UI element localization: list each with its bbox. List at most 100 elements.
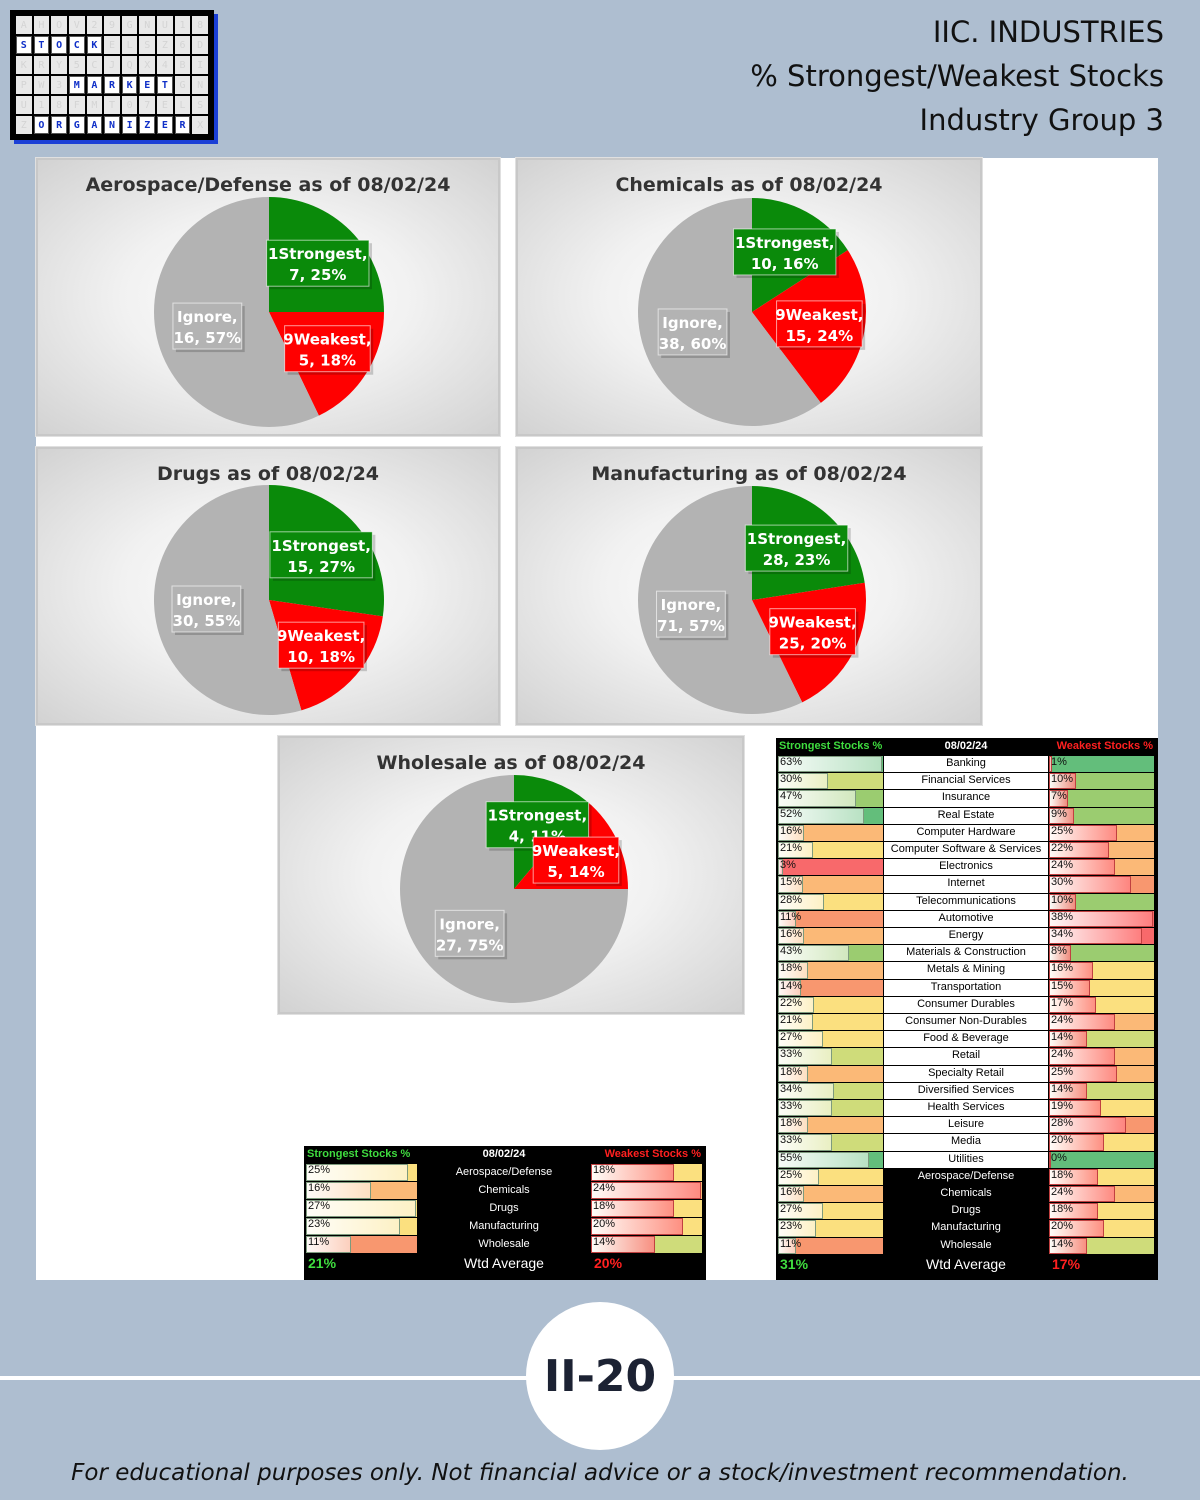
- strongest-bar: [778, 1065, 808, 1082]
- strongest-cell: 33%: [778, 1048, 883, 1065]
- strongest-value: 18%: [780, 1117, 803, 1130]
- industry-name: Consumer Non-Durables: [884, 1014, 1048, 1031]
- strongest-cell: 25%: [778, 1168, 883, 1185]
- pie-data-label: 1Strongest, 10, 16%: [733, 228, 839, 278]
- industry-name: Manufacturing: [884, 1220, 1048, 1237]
- table-row: 63% Banking 1%: [777, 755, 1157, 773]
- strongest-cell: 11%: [306, 1236, 417, 1253]
- logo-filler-letter: 8: [192, 16, 208, 34]
- strongest-bar: [778, 824, 805, 841]
- industry-name: Automotive: [884, 910, 1048, 927]
- weakest-cell: 17%: [1049, 996, 1154, 1013]
- strongest-value: 11%: [780, 910, 802, 923]
- strongest-cell: 52%: [778, 807, 883, 824]
- strongest-bar: [778, 1048, 833, 1065]
- logo-letter: Z: [139, 116, 156, 134]
- industry-name: Health Services: [884, 1100, 1048, 1117]
- weakest-value: 20%: [593, 1218, 616, 1230]
- weakest-cell: 1%: [1049, 756, 1154, 773]
- strongest-value: 34%: [780, 1082, 803, 1095]
- pie-data-label: 9Weakest, 5, 18%: [283, 325, 374, 375]
- weakest-cell: 24%: [1049, 1186, 1154, 1203]
- strongest-value: 16%: [308, 1182, 331, 1194]
- weakest-bar: [1049, 1220, 1104, 1237]
- weakest-cell: 10%: [1049, 773, 1154, 790]
- pie-label-text: 1Strongest,: [747, 530, 847, 548]
- logo-filler-letter: V: [68, 16, 85, 34]
- weakest-value: 18%: [593, 1164, 616, 1176]
- weakest-bar: [1049, 859, 1115, 876]
- weakest-cell: 18%: [1049, 1168, 1154, 1185]
- strongest-value: 27%: [780, 1031, 803, 1044]
- weakest-value: 14%: [1051, 1082, 1074, 1095]
- strongest-bar: [778, 893, 825, 910]
- strongest-cell: 16%: [778, 1186, 883, 1203]
- industry-name: Financial Services: [884, 773, 1048, 790]
- logo-filler-letter: E: [104, 36, 120, 54]
- logo-filler-letter: U: [157, 16, 173, 34]
- table-row: 18% Specialty Retail 25%: [777, 1065, 1157, 1082]
- pie-label-text: 5, 18%: [299, 352, 356, 370]
- logo-letter: R: [174, 116, 191, 134]
- pie-data-label: 9Weakest, 25, 20%: [768, 608, 859, 658]
- strongest-value: 25%: [780, 1168, 803, 1181]
- weakest-cell: 25%: [1049, 824, 1154, 841]
- pie-chart-wholesale: 1Strongest,4, 11%9Weakest,5, 14%Ignore,2…: [278, 736, 744, 1014]
- strongest-value: 63%: [780, 756, 803, 768]
- pie-label-text: 16, 57%: [173, 329, 241, 347]
- strongest-bar: [778, 842, 813, 859]
- weakest-bar: [591, 1182, 701, 1199]
- weakest-value: 10%: [1051, 893, 1074, 906]
- pie-data-label: 1Strongest, 15, 27%: [269, 531, 376, 581]
- weakest-cell: 14%: [591, 1236, 702, 1253]
- table-row: 23% Manufacturing 20%: [305, 1217, 705, 1235]
- strongest-value: 14%: [780, 979, 803, 992]
- header-weakest: Weakest Stocks %: [1056, 740, 1153, 752]
- strongest-bar: [778, 1100, 833, 1117]
- page-header: IIC. INDUSTRIES % Strongest/Weakest Stoc…: [750, 10, 1164, 142]
- weakest-value: 10%: [1051, 773, 1074, 786]
- weakest-value: 34%: [1051, 928, 1074, 940]
- weakest-cell: 24%: [1049, 1014, 1154, 1031]
- avg-weakest: 20%: [594, 1255, 623, 1271]
- strongest-bar: [306, 1218, 400, 1235]
- strongest-bar: [306, 1200, 416, 1217]
- weakest-bar: [591, 1218, 683, 1235]
- strongest-cell: 3%: [778, 859, 883, 876]
- logo-letter: E: [157, 116, 173, 134]
- pie-chart-drugs: 1Strongest, 15, 27% 9Weakest, 10, 18% Ignore…: [36, 447, 500, 725]
- weakest-bar: [1049, 945, 1071, 962]
- pie-label-text: 27, 75%: [436, 936, 504, 954]
- logo-letter: N: [104, 116, 120, 134]
- logo-filler-letter: E: [157, 96, 173, 114]
- table-row: 11% Automotive 38%: [777, 910, 1157, 927]
- industry-name: Wholesale: [418, 1236, 590, 1253]
- strongest-value: 18%: [780, 1065, 803, 1078]
- logo-filler-letter: 5: [68, 56, 85, 74]
- weakest-bar: [1049, 807, 1074, 824]
- table-row: 33% Health Services 19%: [777, 1099, 1157, 1117]
- pie-label-text: 10, 16%: [751, 255, 819, 273]
- industry-name: Telecommunications: [884, 893, 1048, 910]
- logo-filler-letter: M: [86, 96, 103, 114]
- strongest-value: 21%: [780, 842, 803, 854]
- weakest-bar: [1049, 824, 1118, 841]
- strongest-bar: [306, 1182, 372, 1199]
- weakest-cell: 15%: [1049, 979, 1154, 996]
- strongest-bar: [778, 962, 808, 979]
- strongest-bar: [306, 1236, 351, 1253]
- table-row: 18% Leisure 28%: [777, 1116, 1157, 1134]
- weakest-value: 24%: [1051, 1186, 1074, 1198]
- strongest-value: 23%: [308, 1218, 331, 1230]
- strongest-cell: 28%: [778, 893, 883, 910]
- logo-filler-letter: 4: [157, 56, 173, 74]
- pie-label-text: 1Strongest,: [735, 234, 835, 252]
- strongest-cell: 23%: [306, 1218, 417, 1235]
- logo-filler-letter: Y: [51, 56, 67, 74]
- table-row: 18% Metals & Mining 16%: [777, 961, 1157, 979]
- weakest-value: 15%: [1051, 979, 1074, 992]
- logo-filler-letter: T: [104, 96, 120, 114]
- strongest-value: 27%: [780, 1203, 803, 1216]
- strongest-cell: 21%: [778, 1014, 883, 1031]
- strongest-cell: 34%: [778, 1082, 883, 1099]
